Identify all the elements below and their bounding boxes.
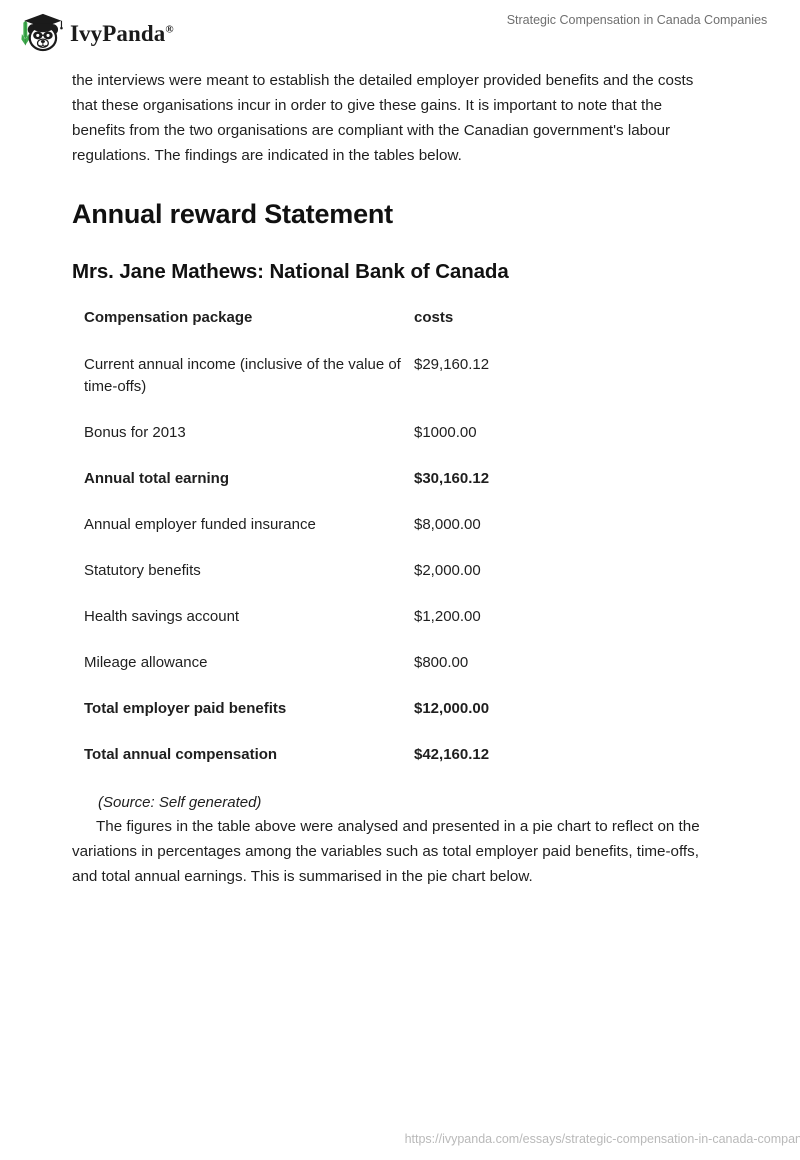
- running-title: Strategic Compensation in Canada Compani…: [0, 13, 800, 27]
- registered-mark: ®: [165, 22, 174, 35]
- intro-paragraph: the interviews were meant to establish t…: [72, 72, 694, 164]
- brand-logo-block[interactable]: IvyPanda®: [14, 11, 174, 53]
- row-value: $8,000.00: [414, 515, 481, 533]
- table-row: Mileage allowance $800.00: [84, 652, 644, 698]
- table-row: Total annual compensation $42,160.12: [84, 744, 644, 766]
- table-row: Current annual income (inclusive of the …: [84, 354, 644, 422]
- row-value: $12,000.00: [414, 699, 490, 717]
- document-content: the interviews were meant to establish t…: [72, 68, 714, 889]
- panda-graduate-logo-icon: [21, 13, 63, 52]
- row-value: $1000.00: [414, 423, 477, 441]
- row-label: Statutory benefits: [84, 561, 201, 579]
- row-label: Total employer paid benefits: [84, 699, 287, 717]
- page-header: IvyPanda® Strategic Compensation in Cana…: [0, 0, 800, 60]
- row-label: Current annual income (inclusive of the …: [84, 355, 401, 395]
- row-label: Health savings account: [84, 607, 240, 625]
- row-label: Mileage allowance: [84, 653, 208, 671]
- subsection-title: Mrs. Jane Mathews: National Bank of Cana…: [72, 260, 509, 284]
- table-row: Health savings account $1,200.00: [84, 606, 644, 652]
- page-footer: https://ivypanda.com/essays/strategic-co…: [0, 1132, 800, 1146]
- row-label: Total annual compensation: [84, 745, 278, 763]
- brand-name-text: IvyPanda: [70, 20, 166, 46]
- running-title-text: Strategic Compensation in Canada Compani…: [506, 13, 768, 27]
- source-note: (Source: Self generated): [98, 793, 262, 811]
- row-value: $29,160.12: [414, 355, 490, 373]
- row-value: $42,160.12: [414, 745, 490, 763]
- table-row: Annual total earning $30,160.12: [84, 468, 644, 514]
- row-label: Bonus for 2013: [84, 423, 186, 441]
- column-header-compensation-package: Compensation package: [84, 308, 253, 326]
- table-row: Total employer paid benefits $12,000.00: [84, 698, 644, 744]
- row-label: Annual employer funded insurance: [84, 515, 316, 533]
- table-row: Statutory benefits $2,000.00: [84, 560, 644, 606]
- table-row: Bonus for 2013 $1000.00: [84, 422, 644, 468]
- row-value: $1,200.00: [414, 607, 481, 625]
- brand-name: IvyPanda®: [70, 22, 174, 45]
- page-title: Annual reward Statement: [72, 199, 393, 229]
- column-header-costs: costs: [414, 308, 454, 326]
- compensation-table: Compensation package costs Current annua…: [84, 307, 644, 766]
- closing-paragraph: The figures in the table above were anal…: [72, 817, 700, 885]
- row-value: $30,160.12: [414, 469, 490, 487]
- footer-url[interactable]: https://ivypanda.com/essays/strategic-co…: [404, 1132, 800, 1146]
- table-header-row: Compensation package costs: [84, 307, 644, 354]
- table-row: Annual employer funded insurance $8,000.…: [84, 514, 644, 560]
- row-value: $800.00: [414, 653, 469, 671]
- row-value: $2,000.00: [414, 561, 481, 579]
- row-label: Annual total earning: [84, 469, 230, 487]
